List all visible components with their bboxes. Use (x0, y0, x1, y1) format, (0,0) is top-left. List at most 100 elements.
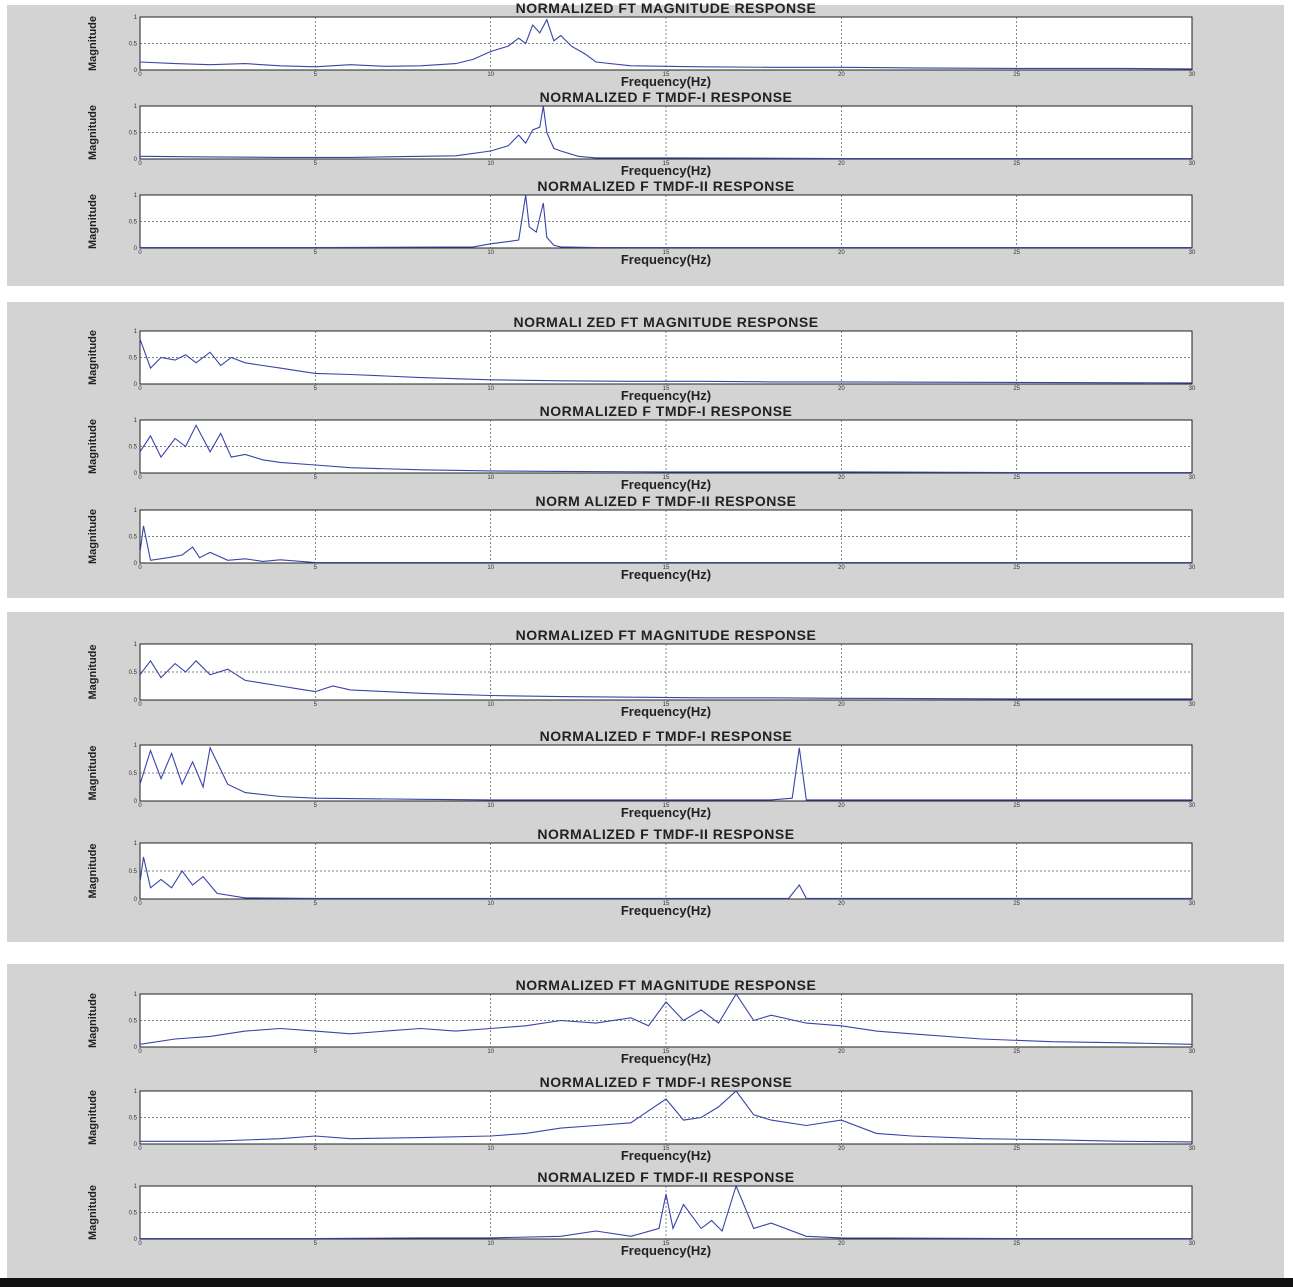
x-tick-label: 0 (138, 1146, 142, 1152)
subplot-title: NORMALIZED F TMDF-I RESPONSE (540, 89, 793, 105)
x-tick-label: 20 (838, 803, 845, 809)
y-tick-label: 0.5 (129, 670, 138, 676)
x-tick-label: 15 (663, 702, 670, 708)
x-tick-label: 25 (1013, 803, 1020, 809)
y-tick-label: 1 (134, 104, 138, 110)
subplot-title: NORMALIZED F TMDF-I RESPONSE (540, 728, 793, 744)
y-tick-label: 0.5 (129, 1019, 138, 1025)
x-tick-label: 15 (663, 565, 670, 571)
x-tick-label: 30 (1189, 565, 1196, 571)
x-tick-label: 15 (663, 72, 670, 78)
subplot-title: NORMALIZED F TMDF-I RESPONSE (540, 403, 793, 419)
subplot-9: 0 5 10 15 20 25 30 0 0.5 1 NORMALIZED F TMDF-II RE… (87, 826, 1196, 918)
y-tick-label: 0 (134, 799, 138, 805)
x-tick-label: 30 (1189, 1241, 1196, 1247)
x-tick-label: 5 (314, 250, 318, 256)
x-tick-label: 25 (1013, 1049, 1020, 1055)
y-tick-label: 0 (134, 382, 138, 388)
y-axis-label: Magnitude (87, 1185, 99, 1240)
subplot-10: 0 5 10 15 20 25 30 0 0.5 1 NORMALIZED FT MAGNITUDE… (87, 977, 1196, 1066)
y-tick-label: 1 (134, 1089, 138, 1095)
y-tick-label: 1 (134, 15, 138, 21)
y-tick-label: 0 (134, 1142, 138, 1148)
x-tick-label: 30 (1189, 901, 1196, 907)
y-tick-label: 1 (134, 193, 138, 199)
x-tick-label: 10 (487, 72, 494, 78)
x-tick-label: 25 (1013, 565, 1020, 571)
subplot-7: 0 5 10 15 20 25 30 0 0.5 1 NORMALIZED FT MAGNITUDE… (87, 627, 1196, 719)
y-tick-label: 1 (134, 508, 138, 514)
x-tick-label: 20 (838, 1146, 845, 1152)
y-tick-label: 0.5 (129, 535, 138, 541)
x-tick-label: 0 (138, 250, 142, 256)
y-axis-label: Magnitude (87, 645, 99, 700)
x-tick-label: 20 (838, 1241, 845, 1247)
x-tick-label: 5 (314, 475, 318, 481)
x-axis-label: Frequency(Hz) (621, 477, 711, 492)
x-tick-label: 0 (138, 161, 142, 167)
x-tick-label: 10 (487, 803, 494, 809)
x-tick-label: 30 (1189, 475, 1196, 481)
x-tick-label: 25 (1013, 72, 1020, 78)
y-axis-label: Magnitude (87, 105, 99, 160)
subplot-8: 0 5 10 15 20 25 30 0 0.5 1 NORMALIZED F TMDF-I RES… (87, 728, 1196, 820)
series-line (139, 992, 1193, 1045)
x-tick-label: 30 (1189, 1049, 1196, 1055)
x-tick-label: 20 (838, 702, 845, 708)
x-axis-label: Frequency(Hz) (621, 805, 711, 820)
x-tick-label: 25 (1013, 475, 1020, 481)
y-tick-label: 0.5 (129, 220, 138, 226)
subplot-title: NORMALIZED F TMDF-II RESPONSE (537, 1169, 794, 1185)
x-tick-label: 25 (1013, 702, 1020, 708)
y-tick-label: 0 (134, 157, 138, 163)
x-tick-label: 15 (663, 901, 670, 907)
x-tick-label: 25 (1013, 1241, 1020, 1247)
y-axis-label: Magnitude (87, 509, 99, 564)
y-axis-label: Magnitude (87, 419, 99, 474)
x-tick-label: 0 (138, 72, 142, 78)
x-tick-label: 10 (487, 475, 494, 481)
y-tick-label: 1 (134, 329, 138, 335)
subplot-title: NORMALIZED F TMDF-II RESPONSE (537, 178, 794, 194)
x-tick-label: 0 (138, 475, 142, 481)
y-axis-label: Magnitude (87, 1090, 99, 1145)
y-tick-label: 0 (134, 1237, 138, 1243)
y-axis-label: Magnitude (87, 194, 99, 249)
series-line (140, 1184, 1192, 1240)
x-tick-label: 10 (487, 1241, 494, 1247)
subplot-title: NORMALIZED F TMDF-I RESPONSE (540, 1074, 793, 1090)
x-tick-label: 25 (1013, 386, 1020, 392)
x-tick-label: 0 (138, 702, 142, 708)
x-tick-label: 15 (663, 250, 670, 256)
x-tick-label: 15 (663, 475, 670, 481)
x-tick-label: 5 (314, 1241, 318, 1247)
y-tick-label: 0 (134, 698, 138, 704)
x-tick-label: 30 (1189, 386, 1196, 392)
y-tick-label: 1 (134, 992, 138, 998)
subplot-6: 0 5 10 15 20 25 30 0 0.5 1 NORM ALIZED F TMDF-II R… (87, 493, 1196, 582)
series-line (139, 424, 1192, 474)
y-axis-label: Magnitude (87, 16, 99, 71)
series-line (139, 18, 1193, 70)
y-tick-label: 0 (134, 246, 138, 252)
x-tick-label: 0 (138, 901, 142, 907)
y-tick-label: 0 (134, 897, 138, 903)
x-tick-label: 5 (314, 901, 318, 907)
x-tick-label: 20 (838, 250, 845, 256)
x-tick-label: 20 (838, 565, 845, 571)
series-line (140, 194, 1192, 249)
x-tick-label: 5 (314, 161, 318, 167)
subplot-11: 0 5 10 15 20 25 30 0 0.5 1 NORMALIZED F TMDF-I RES… (87, 1074, 1196, 1163)
subplot-title: NORMALIZED F TMDF-II RESPONSE (537, 826, 794, 842)
y-tick-label: 0.5 (129, 42, 138, 48)
x-tick-label: 5 (314, 1146, 318, 1152)
y-tick-label: 0 (134, 471, 138, 477)
subplot-3: 0 5 10 15 20 25 30 0 0.5 1 NORMALIZED F TMDF-II RE… (87, 178, 1196, 267)
x-tick-label: 10 (487, 702, 494, 708)
y-tick-label: 1 (134, 841, 138, 847)
x-tick-label: 30 (1189, 803, 1196, 809)
bottom-edge-bar (0, 1278, 1293, 1287)
y-tick-label: 0.5 (129, 771, 138, 777)
x-tick-label: 30 (1189, 72, 1196, 78)
x-tick-label: 20 (838, 475, 845, 481)
